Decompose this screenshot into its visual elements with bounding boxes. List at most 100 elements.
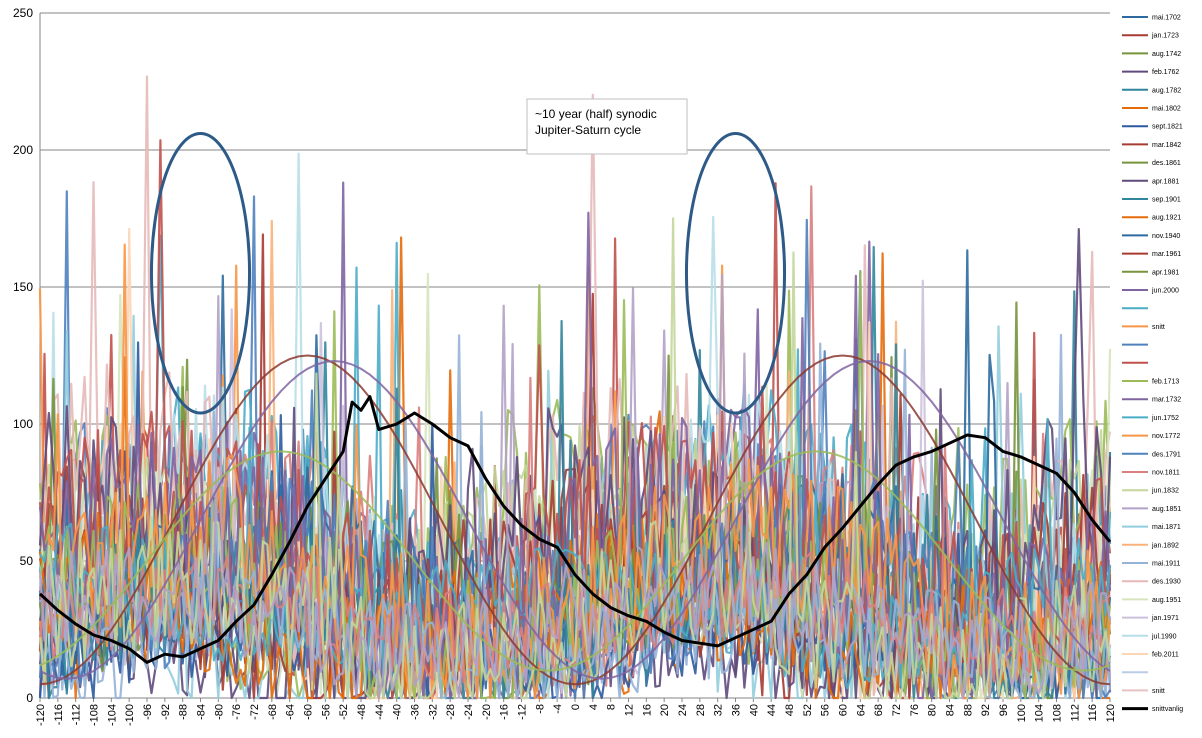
x-tick-label: 112 [1069,704,1081,722]
x-tick-label: -120 [35,704,47,726]
average-series-line [38,395,1112,664]
legend-item: apr.1881 [1122,178,1179,185]
x-tick-label: 64 [855,704,867,716]
x-tick-label: -12 [517,704,529,720]
legend-label: mai.1911 [1152,561,1180,568]
x-tick-label: -44 [374,704,386,720]
legend-item: aug.1742 [1122,51,1181,58]
x-tick-label: -28 [445,704,457,720]
legend-item: mai.1911 [1122,561,1180,568]
x-tick-label: 84 [945,704,957,716]
x-tick-label: 52 [802,704,814,716]
x-tick-label: 44 [766,704,778,716]
legend-label: snitt [1152,324,1165,331]
highlight-ellipse [149,132,252,415]
legend-label: mar.1732 [1152,397,1181,404]
legend-label: nov.1772 [1152,433,1180,440]
legend-item: jun.1832 [1122,488,1179,495]
x-tick-label: 72 [891,704,903,716]
x-tick-label: -100 [124,704,136,726]
legend-item: aug.1921 [1122,215,1181,222]
x-tick-label: -76 [231,704,243,720]
y-tick-label: 200 [13,143,33,157]
series-line [38,217,1112,700]
legend-label: jan.1892 [1151,542,1179,549]
annotation-overlay: ~10 year (half) synodic Jupiter-Saturn c… [149,98,787,415]
legend-item: jul.1990 [1122,633,1177,640]
legend-item: jun.2000 [1122,288,1179,295]
x-tick-label: -16 [499,704,511,720]
plot-area [38,75,1112,700]
x-tick-label: -80 [213,704,225,720]
annotation-line-1: ~10 year (half) synodic [535,107,657,121]
y-tick-label: 250 [13,6,33,20]
legend-label: feb.1762 [1152,69,1179,76]
x-tick-label: 80 [927,704,939,716]
legend-label: des.1861 [1152,160,1181,167]
legend-item: sept.1821 [1122,124,1183,131]
x-tick-label: 92 [980,704,992,716]
x-tick-label: -104 [106,704,118,726]
legend-item: mai.1802 [1122,106,1181,113]
x-tick-label: 56 [820,704,832,716]
legend-label: mar.1842 [1152,142,1181,149]
legend-label: des.1930 [1152,579,1181,586]
x-tick-label: 28 [695,704,707,716]
x-tick-label: 16 [641,704,653,716]
x-tick-label: 4 [588,704,600,710]
legend: mai.1702 jan.1723 aug.1742 feb.1762 aug.1782… [1122,15,1183,713]
x-tick-label: -24 [463,704,475,720]
x-tick-label: -116 [53,704,65,725]
x-tick-label: -68 [267,704,279,720]
annotation-box [526,98,688,155]
x-tick-label: -8 [534,704,546,714]
x-tick-label: -40 [392,704,404,720]
x-tick-label: 116 [1087,704,1099,722]
legend-item: jan.1723 [1122,33,1179,40]
legend-item: mar.1732 [1122,397,1181,404]
legend-label: feb.1713 [1152,379,1179,386]
legend-label: aug.1921 [1152,215,1181,222]
legend-label: jun.2000 [1151,288,1179,295]
legend-label: jul.1990 [1151,633,1177,640]
x-tick-label: 12 [624,704,636,716]
legend-item: des.1791 [1122,451,1181,458]
y-tick-label: 0 [26,691,33,705]
x-tick-label: -108 [89,704,101,726]
x-tick-label: 36 [731,704,743,716]
x-tick-label: 48 [784,704,796,716]
smooth-series-line [39,359,1111,680]
legend-item: feb.1713 [1122,379,1179,386]
legend-item: jan.1971 [1122,615,1179,622]
x-tick-label: -4 [552,704,564,714]
legend-item: des.1930 [1122,579,1181,586]
legend-item: nov.1940 [1122,233,1180,240]
legend-item: nov.1811 [1122,470,1180,477]
legend-item: apr.1981 [1122,269,1179,276]
legend-label: jun.1752 [1151,415,1179,422]
legend-label: aug.1851 [1152,506,1181,513]
legend-item: aug.1851 [1122,506,1181,513]
series-line [38,211,1112,700]
legend-label: aug.1951 [1152,597,1181,604]
legend-item: mai.1702 [1122,15,1181,22]
legend-item: feb.2011 [1122,652,1179,659]
x-axis: -120 -116 -112 -108 -104 -100 -96 -92 -88 -84 -80-… [35,698,1117,726]
x-tick-label: -48 [356,704,368,720]
legend-label: jan.1723 [1151,33,1179,40]
annotation-line-2: Jupiter-Saturn cycle [535,123,641,137]
x-tick-label: 108 [1052,704,1064,722]
legend-label: snittvanlig [1152,706,1183,713]
x-tick-label: 76 [909,704,921,716]
x-tick-label: -112 [71,704,83,725]
legend-label: apr.1881 [1152,178,1179,185]
legend-item: mar.1961 [1122,251,1181,258]
legend-item: sep.1901 [1122,197,1181,204]
smooth-series-line [39,354,1111,686]
x-tick-label: 32 [713,704,725,716]
x-tick-label: 20 [659,704,671,716]
x-tick-label: -72 [249,704,261,720]
x-tick-label: -92 [160,704,172,720]
legend-label: mai.1802 [1152,106,1181,113]
